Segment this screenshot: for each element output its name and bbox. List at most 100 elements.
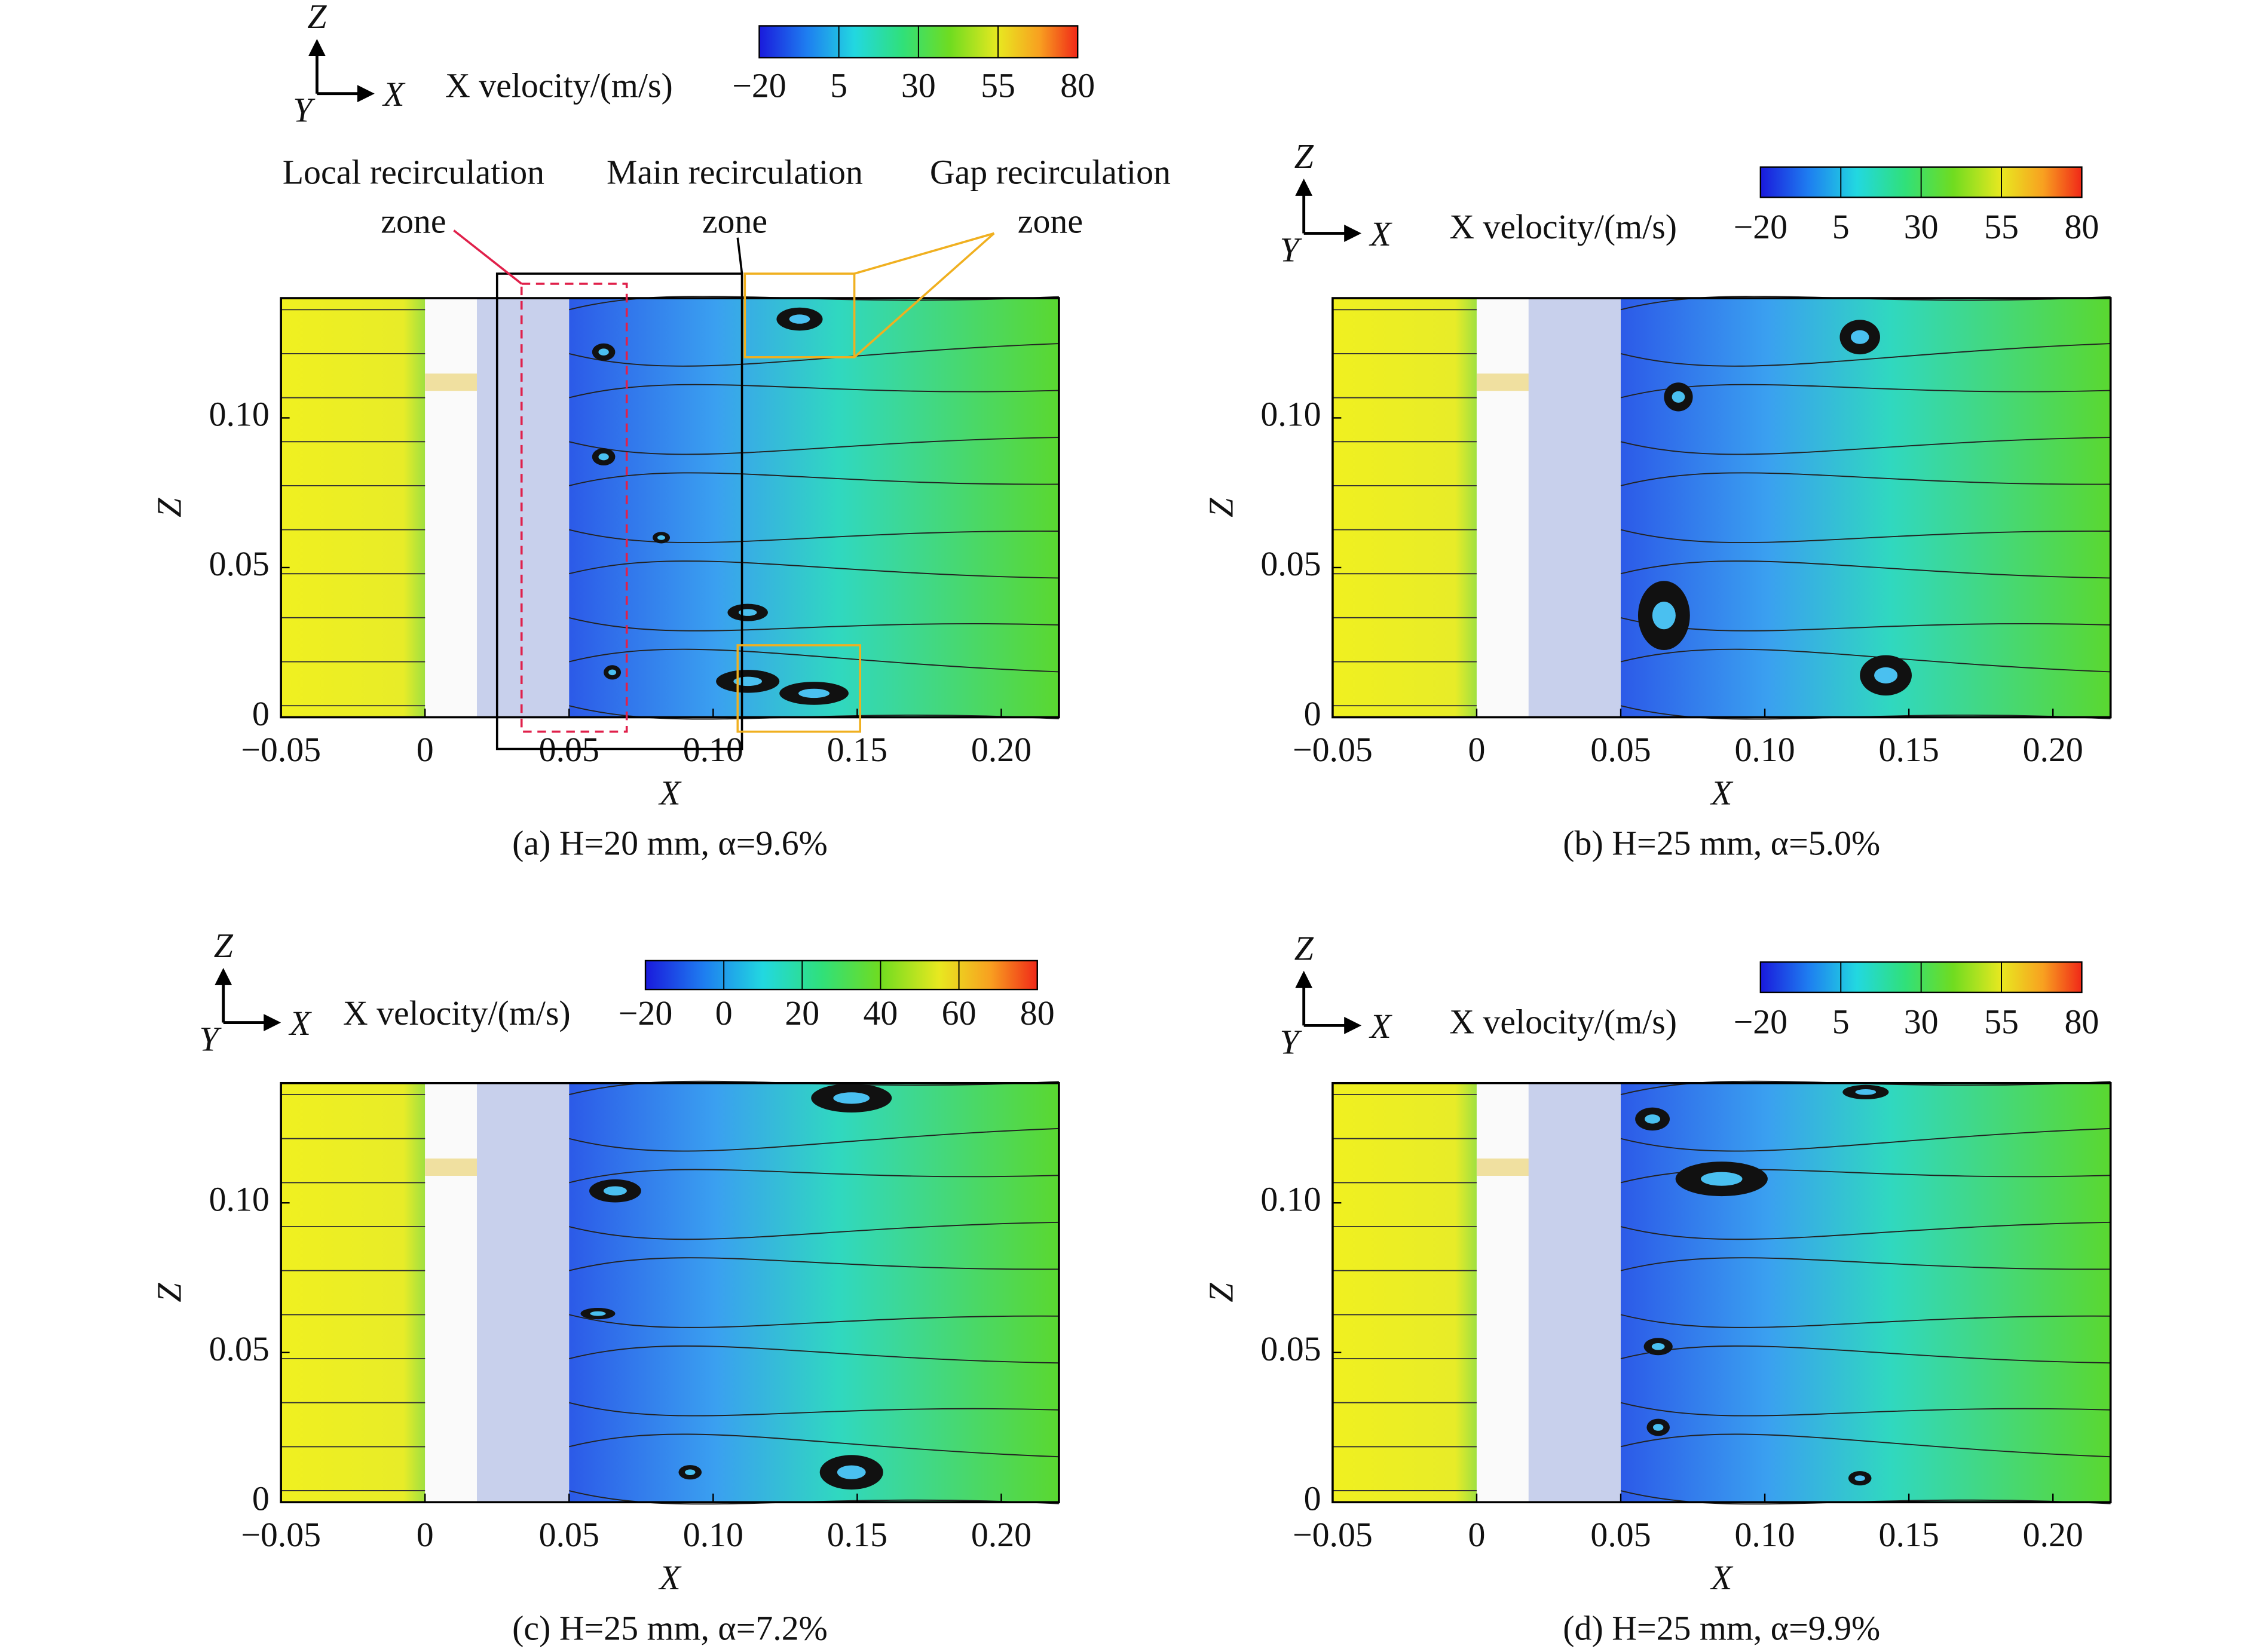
y-tick-label: 0 [1304, 1479, 1321, 1518]
plot-frame [1331, 1081, 2112, 1504]
streamline [1620, 437, 2111, 455]
caption: (a) H=20 mm, α=9.6% [512, 824, 828, 863]
x-tick-label: 0.05 [1590, 1515, 1651, 1554]
x-axis-label: X [658, 773, 682, 812]
colorbar-tick-label: 55 [981, 66, 1015, 105]
triad-label: X [289, 1004, 313, 1043]
triad-heads [1295, 178, 1362, 242]
leader-line [453, 229, 522, 285]
colorbar-tick-label: 5 [830, 66, 847, 105]
annotation: Gap recirculation [930, 152, 1171, 191]
triad-label: X [1369, 1007, 1393, 1046]
vortex-core [1854, 1475, 1865, 1482]
streamline [569, 1127, 1059, 1152]
x-tick-label: −0.05 [241, 730, 321, 769]
streamline [569, 648, 1059, 673]
x-tick-label: 0 [1468, 730, 1486, 769]
triad-label: Y [1280, 1022, 1302, 1061]
annotation: zone [381, 201, 446, 240]
streamline [569, 343, 1059, 367]
channel-slot [1476, 1158, 1535, 1176]
x-tick-label: 0 [1468, 1515, 1486, 1554]
vortex-core [1701, 1172, 1743, 1186]
vortex-core [1874, 667, 1898, 684]
vortex-core [833, 1092, 870, 1104]
x-tick-label: −0.05 [1293, 1515, 1373, 1554]
x-axis-label: X [1710, 1558, 1734, 1597]
x-axis-label: X [1710, 773, 1734, 812]
channel-slot [425, 1158, 483, 1176]
annotation: Main recirculation [607, 152, 863, 191]
triad-label: Z [1294, 137, 1314, 176]
colorbar-tick-label: 80 [2065, 1003, 2099, 1041]
vortex-core [1851, 330, 1869, 344]
y-tick-label: 0 [1304, 694, 1321, 733]
streamline [569, 1433, 1059, 1458]
y-tick-label: 0.10 [1260, 395, 1321, 434]
streamline [1620, 529, 2111, 544]
y-tick-label: 0.10 [1260, 1180, 1321, 1219]
caption: (d) H=25 mm, α=9.9% [1563, 1609, 1880, 1648]
colorbar [644, 960, 1038, 991]
vortex-core [1645, 1114, 1661, 1124]
y-tick-label: 0 [252, 694, 270, 733]
inlet-field [1332, 1083, 1477, 1503]
x-tick-label: 0.20 [971, 730, 1031, 769]
streamline [569, 437, 1059, 455]
channel-wall [1476, 298, 1529, 718]
annotation: zone [1018, 201, 1083, 240]
vortex-core [1651, 1343, 1665, 1350]
colorbar-tick-label: 30 [901, 66, 936, 105]
vortex-core [1855, 1089, 1877, 1095]
x-tick-label: 0.05 [1590, 730, 1651, 769]
vortex-core [598, 453, 609, 461]
streamline [1620, 1257, 2111, 1271]
x-tick-label: 0.20 [971, 1515, 1031, 1554]
colorbar-tick-label: 5 [1832, 1003, 1850, 1041]
vortex-core [590, 1311, 606, 1316]
streamline [569, 617, 1059, 632]
streamline [569, 1257, 1059, 1271]
flow-field [569, 1083, 1059, 1503]
colorbar-tick-label: 40 [864, 994, 898, 1032]
vortex-core [603, 1186, 627, 1196]
annotation: zone [702, 201, 767, 240]
x-tick-label: 0 [417, 730, 434, 769]
streamline [569, 1402, 1059, 1417]
caption: (c) H=25 mm, α=7.2% [512, 1609, 828, 1648]
streamline [1620, 648, 2111, 673]
vortex-core [733, 676, 763, 686]
inlet-field [281, 298, 426, 718]
inlet-field [281, 1083, 426, 1503]
triad-label: Y [200, 1020, 222, 1059]
x-tick-label: 0.10 [1734, 1515, 1795, 1554]
channel-wall [425, 1083, 477, 1503]
streamline [569, 529, 1059, 544]
perforated-plate [476, 1083, 570, 1503]
flow-field [569, 298, 1059, 718]
x-axis-label: X [658, 1558, 682, 1597]
zone-box [520, 283, 628, 733]
triad-label: Z [214, 926, 234, 965]
colorbar-tick-label: −20 [619, 994, 672, 1032]
triad-arrows [315, 53, 360, 96]
vortex-core [608, 669, 617, 676]
colorbar-tick-label: 80 [1060, 66, 1095, 105]
colorbar-tick-label: −20 [1734, 1003, 1787, 1041]
y-axis-label: Z [150, 498, 189, 517]
vortex-core [657, 535, 666, 540]
zone-box [743, 272, 856, 358]
x-tick-label: 0.10 [683, 1515, 743, 1554]
channel-slot [1476, 373, 1535, 391]
plot-frame [280, 297, 1060, 719]
streamline [1620, 1127, 2111, 1152]
colorbar-tick-label: 0 [715, 994, 733, 1032]
streamline [1620, 343, 2111, 367]
plot-frame [1331, 297, 2112, 719]
x-tick-label: 0.15 [827, 730, 887, 769]
x-tick-label: 0.20 [2023, 1515, 2083, 1554]
plot-frame [280, 1081, 1060, 1504]
channel-wall [1476, 1083, 1529, 1503]
channel-wall [425, 298, 477, 718]
y-tick-label: 0.05 [209, 1329, 270, 1368]
